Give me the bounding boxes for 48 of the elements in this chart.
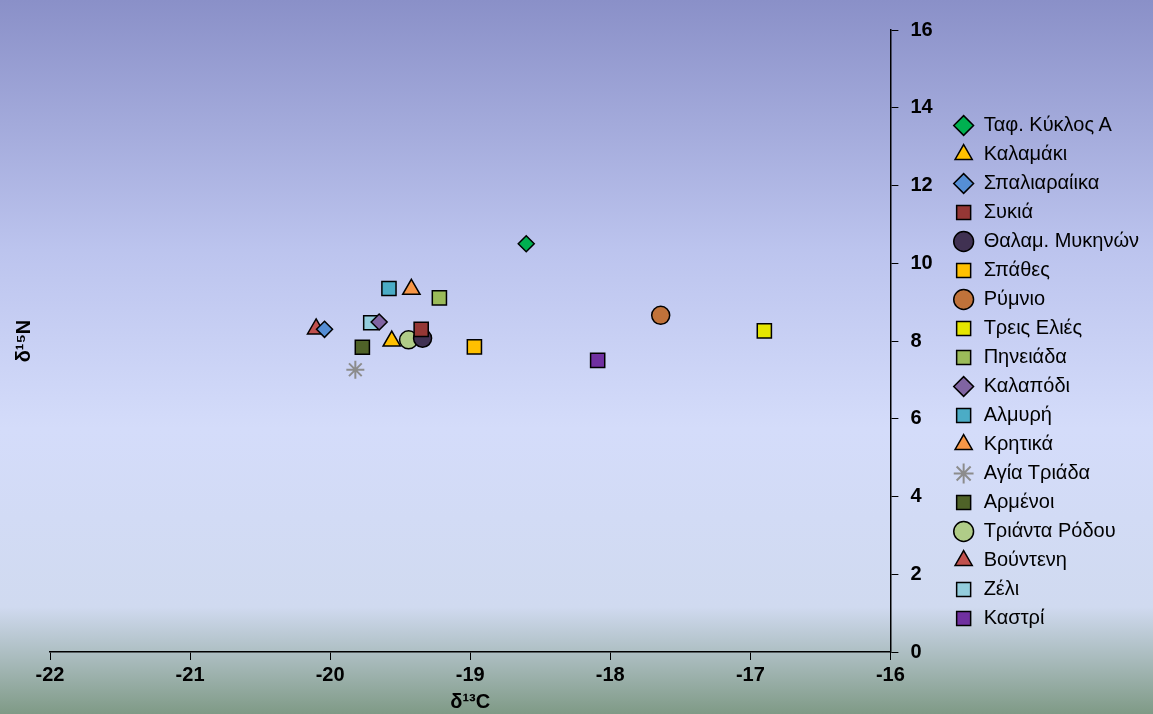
legend-label: Ρύμνιο — [983, 287, 1046, 310]
legend-label: Συκιά — [983, 200, 1033, 223]
legend-label: Τριάντα Ρόδου — [983, 519, 1116, 542]
point — [650, 305, 671, 326]
y-tick-label: 8 — [910, 328, 922, 351]
y-tick-label: 4 — [910, 484, 923, 507]
x-tick-label: -20 — [315, 662, 345, 685]
x-tick-label: -21 — [175, 662, 205, 685]
x-tick-label: -22 — [35, 662, 65, 685]
y-tick-label: 2 — [910, 561, 922, 584]
y-tick-label: 14 — [910, 95, 934, 118]
legend-label: Ζέλι — [983, 577, 1020, 600]
point — [315, 320, 334, 339]
legend-label: Σπαλιαραίικα — [983, 171, 1100, 194]
y-tick-label: 0 — [910, 639, 922, 662]
legend-label: Βούντενη — [983, 548, 1067, 571]
x-axis-title: δ¹³C — [450, 689, 491, 712]
legend-label: Καστρί — [983, 606, 1045, 629]
legend-label: Κρητικά — [983, 432, 1054, 455]
legend-label: Ταφ. Κύκλος Α — [983, 113, 1113, 136]
point — [589, 352, 606, 369]
x-tick-label: -17 — [735, 662, 765, 685]
point — [345, 359, 366, 380]
legend-label: Καλαπόδι — [983, 374, 1071, 397]
legend-label: Αγία Τριάδα — [983, 461, 1091, 484]
y-tick-label: 6 — [910, 406, 922, 429]
legend-label: Αλμυρή — [983, 403, 1052, 426]
legend-label: Καλαμάκι — [983, 142, 1068, 165]
legend-label: Αρμένοι — [983, 490, 1055, 513]
point — [756, 323, 773, 339]
point — [370, 313, 388, 331]
y-axis-title: δ¹⁵N — [11, 319, 34, 363]
legend-label: Σπάθες — [983, 258, 1051, 281]
y-tick-label: 12 — [910, 173, 933, 196]
legend-label: Πηνειάδα — [983, 345, 1067, 368]
y-tick-label: 10 — [910, 250, 933, 273]
legend-label: Τρεις Ελιές — [983, 316, 1083, 339]
point — [431, 290, 448, 306]
point — [354, 339, 371, 356]
y-tick-label: 16 — [910, 17, 933, 40]
x-tick-label: -16 — [875, 662, 905, 685]
point — [517, 235, 535, 253]
point — [466, 339, 483, 355]
legend-label: Θαλαμ. Μυκηνών — [983, 229, 1140, 252]
point — [381, 280, 397, 297]
x-tick-label: -19 — [455, 662, 485, 685]
point — [413, 321, 429, 338]
x-tick-label: -18 — [595, 662, 625, 685]
